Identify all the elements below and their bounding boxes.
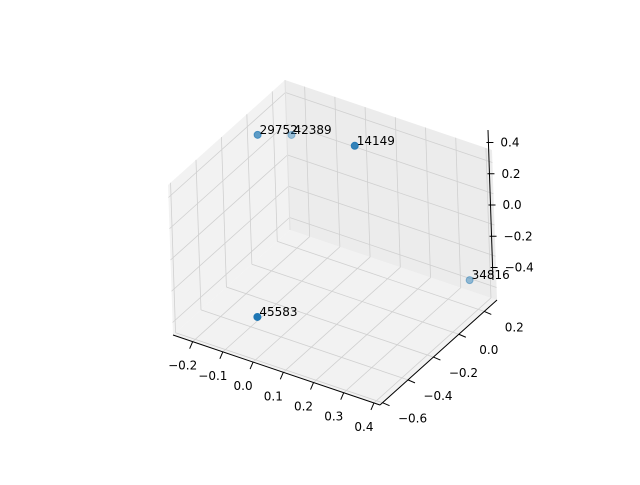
gridline-z — [170, 154, 288, 261]
y-tick — [484, 310, 492, 315]
x-tick-label: −0.2 — [168, 359, 197, 373]
data-point — [253, 312, 262, 321]
z-tick-label: −0.2 — [504, 229, 533, 243]
gridline-z — [286, 123, 494, 195]
data-point-label: 14149 — [357, 134, 395, 148]
gridline-z — [171, 185, 289, 292]
y-axis-line — [379, 299, 498, 406]
x-tick-label: 0.4 — [354, 420, 373, 434]
data-point-label: 34816 — [472, 268, 510, 282]
z-tick-label: −0.4 — [505, 261, 534, 275]
data-point-label: 42389 — [293, 123, 331, 137]
gridline-y — [226, 286, 434, 358]
gridline-z — [287, 154, 495, 226]
gridline-x — [313, 277, 431, 383]
gridline-z — [168, 92, 286, 198]
gridline-x — [373, 297, 492, 404]
gridline-x — [222, 246, 341, 353]
gridline-y — [175, 332, 383, 404]
z-tick-label: 0.2 — [501, 167, 520, 181]
y-tick-label: 0.2 — [505, 320, 524, 334]
data-point-label: 29752 — [260, 123, 298, 137]
gridline-y — [277, 241, 485, 312]
y-tick-label: 0.0 — [479, 343, 498, 357]
gridline-x — [252, 256, 371, 363]
x-tick-label: 0.1 — [264, 389, 283, 403]
pane-edge — [284, 79, 291, 231]
y-tick — [407, 379, 416, 384]
gridline-x — [343, 287, 462, 394]
y-tick — [458, 333, 467, 338]
x-tick — [279, 372, 284, 380]
gridline-z — [169, 123, 287, 230]
z-tick-label: 0.0 — [503, 198, 522, 212]
y-tick — [433, 356, 441, 361]
x-tick — [370, 402, 375, 411]
gridline-x — [283, 267, 401, 373]
y-tick-label: −0.6 — [398, 412, 427, 426]
x-tick-label: −0.1 — [198, 369, 227, 383]
x-tick-label: 0.2 — [294, 400, 313, 414]
y-tick — [382, 402, 390, 407]
gridline-y — [251, 263, 459, 335]
gridline-y — [200, 309, 409, 381]
z-tick-label: 0.4 — [500, 136, 519, 150]
data-point-label: 45583 — [259, 305, 297, 319]
data-point — [350, 141, 359, 150]
y-tick-label: −0.4 — [423, 389, 452, 403]
x-axis-line — [172, 334, 381, 406]
y-tick-label: −0.2 — [449, 366, 478, 380]
x-tick-label: 0.0 — [234, 379, 253, 393]
gridline-x — [192, 236, 310, 342]
gridline-z — [288, 185, 496, 257]
data-point — [253, 130, 262, 139]
gridline-z — [172, 217, 290, 323]
data-point — [287, 130, 296, 139]
x-tick — [340, 392, 345, 400]
data-point — [465, 276, 474, 285]
gridline-z — [285, 92, 493, 163]
x-tick-label: 0.3 — [324, 410, 343, 424]
gridline-z — [289, 217, 497, 288]
x-tick — [189, 341, 194, 349]
x-tick — [249, 361, 254, 370]
x-tick — [219, 351, 224, 360]
x-tick — [310, 382, 314, 390]
